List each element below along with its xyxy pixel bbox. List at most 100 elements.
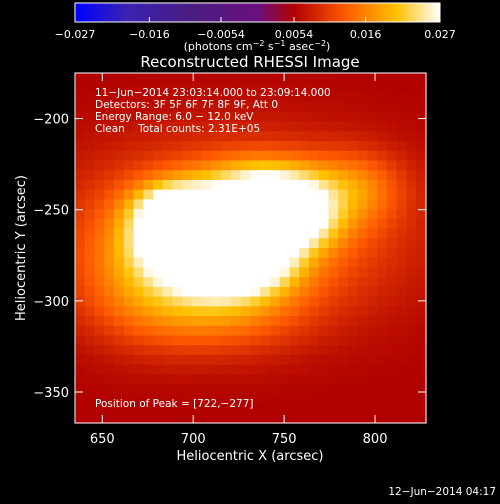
- heatmap-cell: [201, 248, 213, 259]
- heatmap-cell: [387, 189, 398, 200]
- heatmap-cell: [338, 238, 349, 249]
- heatmap-cell: [387, 364, 398, 375]
- heatmap-cell: [231, 150, 242, 162]
- heatmap-cell: [201, 316, 213, 327]
- heatmap-cell: [153, 92, 164, 103]
- heatmap-cell: [104, 393, 115, 405]
- heatmap-cell: [182, 306, 193, 317]
- heatmap-cell: [367, 345, 378, 356]
- heatmap-cell: [260, 199, 271, 210]
- heatmap-cell: [123, 325, 135, 337]
- heatmap-cell: [231, 170, 242, 181]
- heatmap-cell: [75, 238, 86, 249]
- heatmap-cell: [182, 374, 193, 385]
- heatmap-cell: [348, 335, 359, 346]
- heatmap-cell: [114, 267, 125, 278]
- heatmap-cell: [104, 316, 115, 327]
- heatmap-cell: [416, 248, 427, 259]
- heatmap-cell: [231, 179, 242, 191]
- heatmap-cell: [240, 160, 252, 171]
- heatmap-cell: [114, 296, 125, 307]
- heatmap-cell: [357, 277, 369, 288]
- heatmap-cell: [338, 82, 349, 94]
- heatmap-cell: [318, 170, 330, 181]
- heatmap-cell: [221, 228, 232, 239]
- heatmap-cell: [201, 335, 213, 346]
- heatmap-cell: [377, 150, 388, 162]
- heatmap-cell: [357, 121, 369, 132]
- annotation-clean-counts: Clean Total counts: 2.31E+05: [95, 123, 260, 135]
- heatmap-cell: [338, 179, 349, 191]
- heatmap-cell: [270, 92, 281, 103]
- heatmap-cell: [231, 160, 242, 171]
- heatmap-cell: [348, 316, 359, 327]
- heatmap-cell: [133, 238, 144, 249]
- heatmap-cell: [162, 228, 174, 239]
- heatmap-cell: [406, 179, 417, 191]
- heatmap-cell: [94, 82, 105, 94]
- heatmap-cell: [270, 316, 281, 327]
- heatmap-cell: [338, 199, 349, 210]
- heatmap-cell: [201, 209, 213, 220]
- heatmap-cell: [328, 170, 339, 181]
- heatmap-cell: [387, 238, 398, 249]
- heatmap-cell: [406, 150, 417, 162]
- heatmap-cell: [406, 248, 417, 259]
- y-tick-label: −250: [33, 204, 69, 219]
- heatmap-cell: [309, 150, 320, 162]
- heatmap-cell: [182, 141, 193, 152]
- heatmap-cell: [114, 150, 125, 162]
- heatmap-cell: [250, 403, 261, 414]
- heatmap-cell: [357, 92, 369, 103]
- heatmap-cell: [270, 209, 281, 220]
- heatmap-cell: [240, 228, 252, 239]
- heatmap-cell: [396, 393, 408, 405]
- heatmap-cell: [75, 189, 86, 200]
- heatmap-cell: [279, 218, 291, 230]
- heatmap-cell: [387, 170, 398, 181]
- heatmap-cell: [387, 209, 398, 220]
- heatmap-cell: [162, 131, 174, 142]
- heatmap-cell: [348, 257, 359, 269]
- heatmap-cell: [231, 345, 242, 356]
- heatmap-cell: [94, 257, 105, 269]
- heatmap-cell: [387, 82, 398, 94]
- heatmap-cell: [338, 374, 349, 385]
- heatmap-cell: [143, 277, 154, 288]
- heatmap-cell: [104, 92, 115, 103]
- heatmap-cell: [201, 403, 213, 414]
- heatmap-cell: [309, 228, 320, 239]
- heatmap-cell: [143, 393, 154, 405]
- heatmap-cell: [162, 296, 174, 307]
- heatmap-cell: [338, 345, 349, 356]
- heatmap-cell: [357, 228, 369, 239]
- heatmap-cell: [396, 267, 408, 278]
- heatmap-cell: [309, 160, 320, 171]
- heatmap-cell: [221, 111, 232, 123]
- heatmap-cell: [406, 199, 417, 210]
- heatmap-cell: [318, 403, 330, 414]
- heatmap-cell: [396, 286, 408, 298]
- heatmap-cell: [318, 179, 330, 191]
- heatmap-cell: [192, 238, 203, 249]
- heatmap-cell: [84, 248, 96, 259]
- heatmap-cell: [309, 248, 320, 259]
- heatmap-cell: [348, 141, 359, 152]
- heatmap-cell: [182, 257, 193, 269]
- heatmap-cell: [328, 150, 339, 162]
- heatmap-cell: [416, 403, 427, 414]
- heatmap-cell: [348, 413, 359, 424]
- heatmap-cell: [309, 92, 320, 103]
- heatmap-cell: [240, 209, 252, 220]
- heatmap-cell: [153, 257, 164, 269]
- heatmap-cell: [172, 393, 183, 405]
- heatmap-cell: [84, 257, 96, 269]
- heatmap-cell: [133, 296, 144, 307]
- heatmap-cell: [182, 238, 193, 249]
- heatmap-cell: [153, 189, 164, 200]
- heatmap-cell: [231, 384, 242, 395]
- heatmap-cell: [348, 73, 359, 84]
- heatmap-cell: [123, 248, 135, 259]
- heatmap-cell: [123, 238, 135, 249]
- heatmap-cell: [153, 102, 164, 113]
